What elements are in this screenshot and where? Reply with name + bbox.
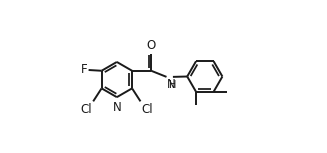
Text: F: F bbox=[81, 63, 88, 76]
Text: O: O bbox=[146, 39, 156, 52]
Text: N: N bbox=[167, 78, 176, 91]
Text: Cl: Cl bbox=[141, 103, 153, 116]
Text: N: N bbox=[112, 101, 121, 114]
Text: Cl: Cl bbox=[81, 103, 93, 116]
Text: H: H bbox=[169, 80, 177, 90]
